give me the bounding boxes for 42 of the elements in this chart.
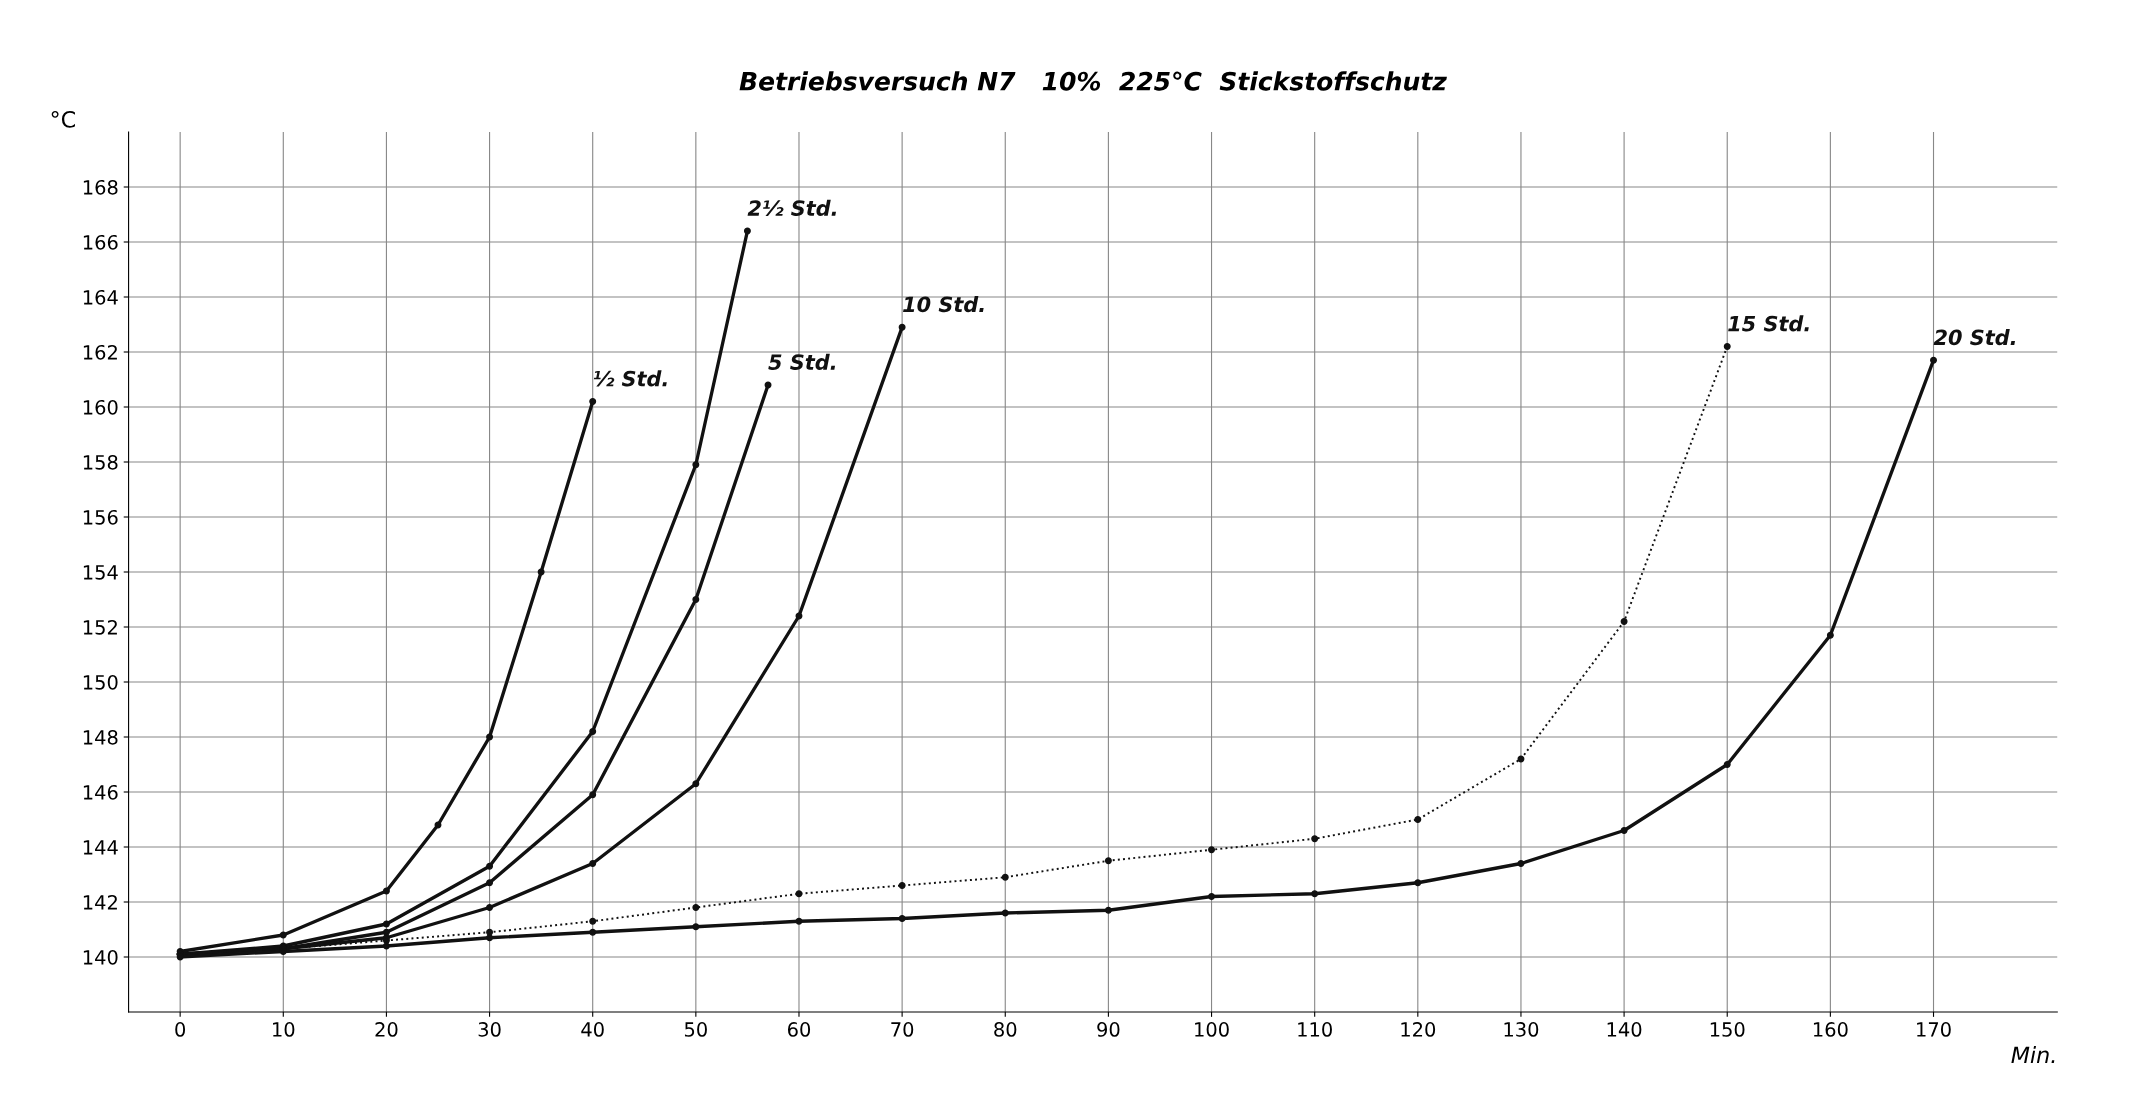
x-tick-label: 170 [1917,1022,1951,1037]
y-tick-label: 168 [83,179,118,195]
x-tick-label: 130 [1504,1022,1539,1037]
x-tick-label: 90 [1097,1022,1120,1037]
series-label: 15 Std. [1728,315,1809,332]
y-tick-label: 140 [83,949,118,965]
series-label: ½ Std. [593,370,667,387]
y-tick-label: 150 [83,674,118,690]
x-tick-label: 160 [1813,1022,1848,1037]
y-tick-label: 166 [83,234,118,250]
x-tick-label: 110 [1298,1022,1332,1037]
x-tick-label: 60 [787,1022,811,1037]
x-tick-label: 80 [994,1022,1017,1037]
y-tick-label: 156 [83,509,118,525]
y-tick-label: 144 [83,840,118,855]
x-tick-label: 120 [1401,1022,1436,1037]
x-tick-label: 20 [375,1022,398,1037]
x-tick-label: 150 [1710,1022,1745,1037]
y-tick-label: 162 [83,344,117,360]
x-tick-label: 140 [1607,1022,1642,1037]
chart-title: Betriebsversuch N7 10% 225°C Stickstoffschutz [739,71,1447,91]
y-tick-label: 142 [83,894,117,910]
x-tick-label: 0 [175,1022,186,1037]
x-tick-label: 30 [478,1022,501,1037]
y-tick-label: 146 [83,784,118,800]
y-tick-label: 164 [83,289,118,305]
series-label: 2½ Std. [747,199,836,216]
y-tick-label: 160 [83,399,118,415]
y-tick-label: 152 [83,619,117,635]
x-tick-label: 50 [684,1022,707,1037]
series-label: 20 Std. [1933,329,2016,346]
x-axis-title: Min. [2011,1046,2055,1063]
series-label: 5 Std. [768,353,836,370]
x-tick-label: 10 [273,1022,295,1037]
x-tick-label: 100 [1195,1022,1229,1037]
x-tick-label: 40 [581,1022,604,1037]
y-tick-label: 148 [83,729,118,745]
x-tick-label: 70 [891,1022,914,1037]
series-label: 10 Std. [903,296,984,313]
y-tick-label: 154 [83,565,118,580]
y-axis-title: °C [51,110,75,128]
y-tick-label: 158 [83,454,118,470]
